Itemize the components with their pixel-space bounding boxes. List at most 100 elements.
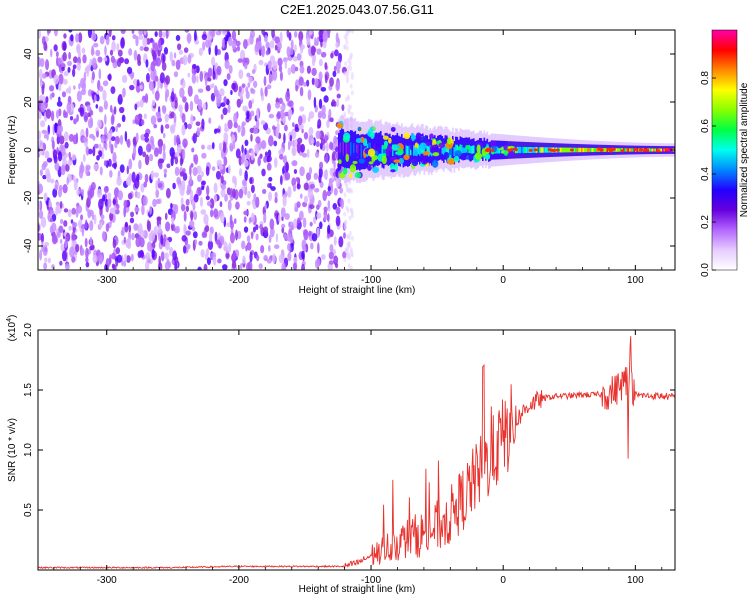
noise-cell	[294, 66, 299, 72]
noise-cell	[212, 71, 216, 81]
noise-cell	[107, 197, 112, 208]
signal-core	[358, 145, 361, 159]
noise-cell	[332, 70, 337, 78]
noise-cell	[123, 199, 128, 209]
noise-cell	[201, 118, 205, 130]
noise-cell	[333, 187, 338, 196]
noise-cell	[38, 152, 41, 158]
noise-cell	[250, 184, 255, 194]
signal-core	[480, 145, 483, 153]
noise-cell	[293, 30, 298, 38]
signal-core	[345, 143, 348, 158]
noise-cell	[327, 185, 331, 192]
noise-cell	[287, 140, 291, 151]
noise-cell	[157, 78, 161, 89]
noise-cell	[316, 227, 320, 239]
colorbar-tick-label: 0.6	[700, 119, 711, 133]
noise-cell	[303, 195, 309, 204]
noise-cell	[268, 191, 273, 202]
noise-cell	[73, 118, 77, 125]
signal-peak	[642, 148, 647, 152]
noise-cell	[194, 39, 200, 45]
noise-cell	[62, 184, 68, 194]
noise-cell	[252, 80, 258, 88]
noise-cell	[326, 30, 331, 35]
noise-cell	[233, 122, 238, 129]
noise-cell	[87, 148, 93, 155]
noise-cell	[132, 34, 137, 40]
noise-cell	[290, 64, 296, 74]
signal-blob	[390, 169, 396, 173]
noise-cell	[280, 207, 286, 218]
noise-cell	[54, 162, 60, 171]
noise-cell	[41, 84, 45, 96]
noise-cell	[75, 33, 80, 43]
noise-cell	[336, 68, 341, 74]
noise-cell	[163, 46, 169, 55]
noise-cell	[157, 262, 163, 270]
noise-cell	[64, 141, 69, 149]
signal-blob	[447, 158, 455, 165]
noise-cell	[283, 233, 287, 239]
noise-fringe	[345, 78, 349, 84]
colorbar-tick-label: 0.2	[700, 215, 711, 229]
noise-cell	[294, 44, 297, 53]
signal-core	[636, 148, 639, 152]
noise-cell	[81, 225, 85, 237]
signal-core	[418, 145, 421, 156]
signal-blob	[358, 158, 365, 164]
noise-fringe	[343, 211, 347, 217]
noise-cell	[298, 31, 304, 42]
spectrogram-y-label: Frequency (Hz)	[7, 116, 18, 185]
noise-cell	[267, 60, 272, 71]
noise-cell	[289, 134, 293, 142]
noise-cell	[57, 151, 63, 162]
noise-cell	[170, 91, 175, 103]
noise-cell	[243, 38, 248, 50]
noise-cell	[43, 192, 48, 202]
noise-cell	[86, 104, 91, 112]
noise-cell	[192, 231, 198, 239]
noise-cell	[187, 123, 192, 130]
noise-cell	[67, 85, 72, 95]
noise-cell	[260, 245, 265, 254]
noise-cell	[267, 183, 271, 188]
noise-cell	[276, 110, 281, 120]
noise-cell	[214, 194, 218, 203]
noise-cell	[38, 30, 42, 39]
noise-cell	[47, 30, 51, 34]
noise-cell	[91, 32, 97, 41]
signal-peak	[486, 147, 491, 151]
signal-blob	[411, 160, 419, 167]
noise-cell	[104, 142, 108, 151]
noise-cell	[244, 139, 249, 147]
signal-core	[496, 146, 499, 154]
noise-cell	[179, 171, 185, 177]
noise-cell	[335, 81, 340, 92]
noise-cell	[306, 38, 311, 46]
noise-cell	[205, 195, 210, 201]
noise-cell	[291, 160, 297, 167]
signal-core	[595, 147, 598, 153]
colorbar-bar	[711, 29, 738, 271]
noise-cell	[198, 240, 203, 246]
noise-cell	[287, 242, 291, 252]
noise-cell	[102, 89, 107, 102]
noise-cell	[67, 60, 72, 67]
signal-core	[618, 148, 621, 152]
signal-core	[424, 144, 427, 155]
signal-core	[472, 145, 475, 154]
noise-cell	[158, 38, 162, 49]
signal-blob	[336, 122, 344, 129]
noise-cell	[235, 201, 240, 210]
noise-cell	[51, 233, 58, 245]
signal-core	[405, 145, 408, 157]
noise-fringe	[346, 233, 350, 239]
noise-cell	[221, 30, 226, 36]
noise-cell	[97, 56, 103, 63]
noise-cell	[301, 263, 305, 270]
noise-cell	[240, 129, 245, 137]
noise-cell	[175, 59, 181, 71]
signal-blob	[431, 144, 439, 151]
noise-cell	[283, 132, 286, 144]
